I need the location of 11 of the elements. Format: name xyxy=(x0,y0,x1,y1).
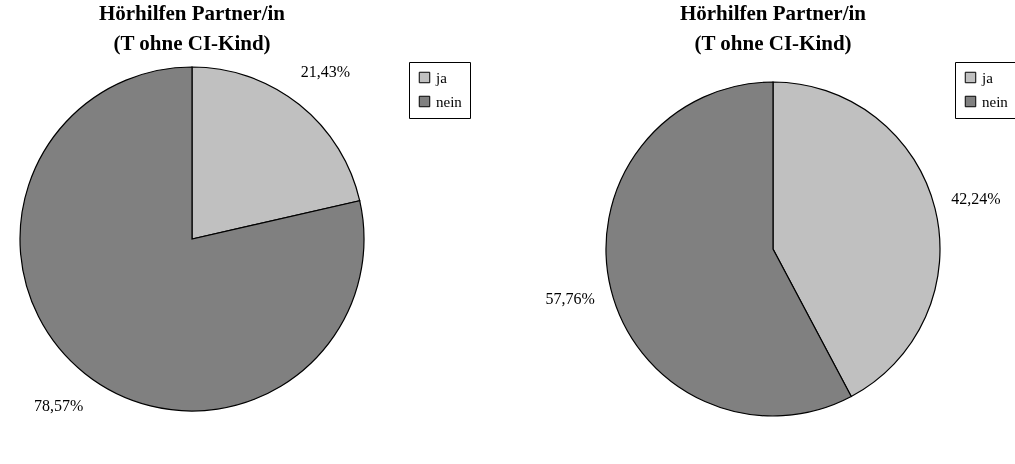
chart-title: Hörhilfen Partner/in (T ohne CI-Kind) xyxy=(98,0,286,55)
legend-label: ja xyxy=(435,69,448,86)
data-label: 21,43% xyxy=(300,62,351,80)
legend-label: ja xyxy=(981,69,994,86)
legend-label: nein xyxy=(982,93,1009,110)
data-label: 42,24% xyxy=(951,189,1001,207)
chart-title: Hörhilfen Partner/in (T ohne CI-Kind) xyxy=(679,0,867,55)
pie-slice xyxy=(19,66,365,412)
data-label: 78,57% xyxy=(33,397,84,415)
legend-label: nein xyxy=(436,93,463,110)
data-label: 57,76% xyxy=(545,290,595,308)
